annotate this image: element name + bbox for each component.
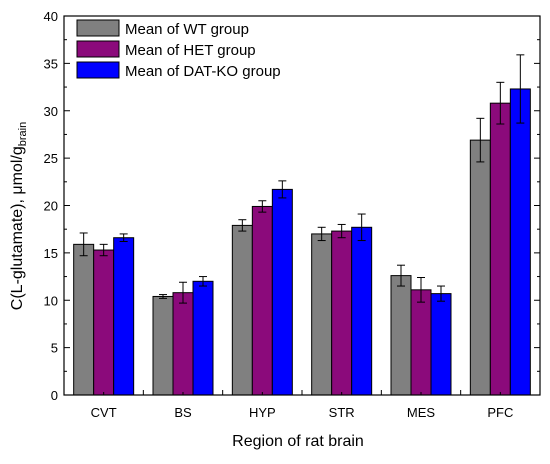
bar-1-pfc <box>469 139 491 396</box>
legend: Mean of WT group Mean of HET group Mean of… <box>76 19 281 80</box>
error-bar-1-pfc <box>476 117 485 163</box>
error-bar-1-mes <box>397 264 405 287</box>
x-axis-title: Region of rat brain <box>232 433 364 450</box>
y-tick-label: 5 <box>51 341 58 356</box>
bar-3-mes <box>430 293 452 396</box>
error-bar-3-cvt <box>119 233 128 243</box>
legend-label-1: Mean of WT group <box>125 21 249 38</box>
error-bars-layer <box>79 54 525 304</box>
error-bar-3-hyp <box>278 180 287 199</box>
bar-3-cvt <box>113 237 135 396</box>
bar-2-pfc <box>489 102 511 396</box>
bar-3-bs <box>192 280 214 396</box>
error-bar-2-bs <box>179 281 187 304</box>
error-bar-1-hyp <box>238 219 247 232</box>
legend-swatch-2 <box>76 40 120 58</box>
y-tick-label: 30 <box>44 104 58 119</box>
bar-2-str <box>331 230 353 396</box>
y-tick-label: 0 <box>51 388 58 403</box>
error-bar-1-bs <box>159 294 167 299</box>
bar-3-pfc <box>509 88 531 396</box>
bar-3-hyp <box>271 188 293 396</box>
error-bar-3-pfc <box>516 54 525 124</box>
legend-swatch-1 <box>76 19 120 37</box>
bar-1-str <box>311 233 333 396</box>
y-axis-title: C(L-glutamate), μmol/gbrain <box>9 122 29 310</box>
error-bar-2-cvt <box>99 243 108 257</box>
x-tick-label-cvt: CVT <box>91 405 117 420</box>
error-bar-3-str <box>357 213 366 242</box>
y-axis-title-subscript: brain <box>17 122 29 146</box>
y-tick-label: 40 <box>44 9 58 24</box>
error-bar-3-mes <box>437 285 445 302</box>
bars-layer <box>73 88 531 396</box>
legend-swatch-3 <box>76 61 120 79</box>
bar-2-bs <box>172 292 194 396</box>
bar-3-str <box>351 226 373 396</box>
bar-1-cvt <box>73 243 95 396</box>
bar-2-hyp <box>251 205 273 396</box>
y-tick-label: 25 <box>44 151 58 166</box>
bar-2-cvt <box>93 249 115 396</box>
x-tick-label-mes: MES <box>407 405 436 420</box>
error-bar-2-mes <box>417 277 425 303</box>
y-tick-label: 20 <box>44 199 58 214</box>
axes-layer: 0 5 10 15 20 25 30 35 40 CVT BS HYP STR MES PFC <box>44 9 541 420</box>
legend-label-2: Mean of HET group <box>125 42 256 59</box>
error-bar-3-bs <box>199 276 207 287</box>
y-axis-title-main: C(L-glutamate), μmol/g <box>9 146 26 310</box>
error-bar-2-pfc <box>496 81 505 125</box>
bar-1-hyp <box>231 224 253 396</box>
bar-1-bs <box>152 295 174 396</box>
error-bar-1-cvt <box>79 232 88 257</box>
bar-2-mes <box>410 289 432 396</box>
x-tick-label-pfc: PFC <box>487 405 513 420</box>
y-tick-label: 15 <box>44 246 58 261</box>
x-tick-label-str: STR <box>329 405 355 420</box>
error-bar-2-hyp <box>258 200 267 213</box>
legend-label-3: Mean of DAT-KO group <box>125 63 281 80</box>
y-tick-label: 35 <box>44 56 58 71</box>
x-tick-label-bs: BS <box>174 405 192 420</box>
bar-1-mes <box>390 275 412 396</box>
x-tick-label-hyp: HYP <box>249 405 276 420</box>
y-tick-label: 10 <box>44 293 58 308</box>
error-bar-2-str <box>337 223 346 239</box>
error-bar-1-str <box>317 226 326 242</box>
